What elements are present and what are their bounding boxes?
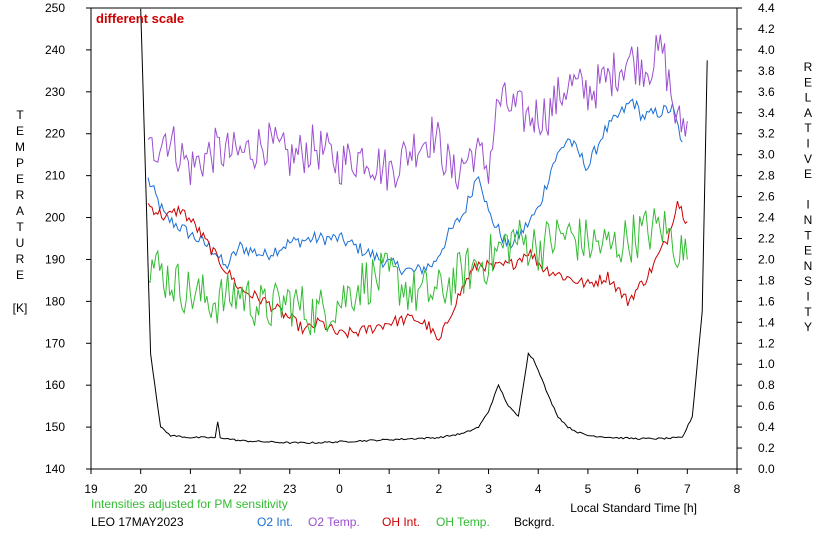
right-tick-label: 3.4 [758, 106, 775, 120]
series-line-bckgrd [140, 8, 708, 445]
right-tick-label: 2.0 [758, 252, 775, 266]
right-axis-title-letter: L [805, 91, 812, 105]
legend-item: OH Int. [382, 515, 420, 529]
right-axis-title-letter: N [804, 259, 813, 273]
left-tick-label: 160 [45, 378, 65, 392]
right-axis-title-letter: N [804, 213, 813, 227]
x-tick-label: 23 [283, 482, 297, 496]
x-tick-label: 6 [634, 482, 641, 496]
right-tick-label: 0.4 [758, 420, 775, 434]
legend: O2 Int. O2 Temp. OH Int. OH Temp. Bckgrd. [257, 515, 555, 529]
x-tick-label: 8 [734, 482, 741, 496]
series-line-o2-temp [147, 34, 688, 191]
left-tick-label: 250 [45, 1, 65, 15]
left-tick-label: 150 [45, 420, 65, 434]
right-axis-title-letter: T [804, 228, 812, 242]
left-tick-label: 180 [45, 294, 65, 308]
right-tick-label: 3.2 [758, 127, 775, 141]
left-axis-title-letter: T [16, 220, 24, 234]
left-axis-title-letter: M [15, 140, 25, 154]
x-tick-label: 5 [585, 482, 592, 496]
left-tick-label: 220 [45, 127, 65, 141]
left-tick-label: 210 [45, 169, 65, 183]
right-tick-label: 2.6 [758, 190, 775, 204]
right-tick-label: 0.6 [758, 399, 775, 413]
right-tick-label: 2.8 [758, 169, 775, 183]
x-tick-label: 2 [436, 482, 443, 496]
right-axis-title-letter: A [804, 106, 812, 120]
legend-item: O2 Temp. [308, 515, 360, 529]
right-axis-title-letter: E [804, 167, 812, 181]
right-tick-label: 0.2 [758, 441, 775, 455]
x-tick-label: 20 [134, 482, 148, 496]
right-tick-label: 1.8 [758, 273, 775, 287]
series-line-oh-temp [147, 208, 688, 336]
right-tick-label: 2.2 [758, 232, 775, 246]
right-axis-title-letter: T [804, 121, 812, 135]
right-tick-label: 3.8 [758, 64, 775, 78]
left-tick-label: 190 [45, 252, 65, 266]
left-tick-label: 240 [45, 43, 65, 57]
left-tick-label: 140 [45, 462, 65, 476]
left-axis-title-letter: A [16, 204, 24, 218]
footer-station-date: LEO 17MAY2023 [91, 515, 184, 529]
legend-item: O2 Int. [257, 515, 293, 529]
series-layer [140, 8, 708, 445]
scale-note: different scale [96, 11, 184, 26]
x-tick-label: 3 [485, 482, 492, 496]
right-tick-label: 1.6 [758, 294, 775, 308]
right-axis-title-letter: S [804, 274, 812, 288]
right-tick-label: 2.4 [758, 211, 775, 225]
left-axis-title-letter: E [16, 172, 24, 186]
footer-adjust-note: Intensities adjusted for PM sensitivity [91, 497, 288, 511]
right-axis-title-letter: E [804, 75, 812, 89]
legend-item: OH Temp. [436, 515, 490, 529]
right-axis-title-letter: E [804, 244, 812, 258]
right-tick-label: 4.4 [758, 1, 775, 15]
right-tick-label: 4.2 [758, 22, 775, 36]
left-tick-label: 170 [45, 336, 65, 350]
right-axis-title-letter: I [806, 198, 809, 212]
x-tick-label: 19 [84, 482, 98, 496]
left-axis-unit: [K] [13, 301, 28, 315]
series-line-oh-int [147, 200, 688, 341]
right-axis-title-letter: R [804, 60, 813, 74]
left-axis-title-letter: T [16, 108, 24, 122]
x-axis-label: Local Standard Time [h] [570, 501, 697, 515]
left-axis-title-letter: U [16, 236, 25, 250]
right-tick-label: 1.2 [758, 336, 775, 350]
right-tick-label: 4.0 [758, 43, 775, 57]
right-tick-label: 1.0 [758, 357, 775, 371]
x-tick-label: 4 [535, 482, 542, 496]
axes-layer: 1401501601701801902002102202302402500.00… [15, 1, 813, 496]
right-tick-label: 3.6 [758, 85, 775, 99]
x-tick-label: 1 [386, 482, 393, 496]
x-tick-label: 0 [336, 482, 343, 496]
right-tick-label: 0.8 [758, 378, 775, 392]
x-tick-label: 7 [684, 482, 691, 496]
left-axis-title-letter: P [16, 156, 24, 170]
right-axis-title-letter: T [804, 305, 812, 319]
right-tick-label: 0.0 [758, 462, 775, 476]
left-tick-label: 200 [45, 211, 65, 225]
legend-item: Bckgrd. [514, 515, 555, 529]
left-axis-title-letter: E [16, 124, 24, 138]
right-tick-label: 1.4 [758, 315, 775, 329]
right-axis-title-letter: I [806, 290, 809, 304]
left-axis-title-letter: R [16, 188, 25, 202]
right-axis-title-letter: Y [804, 320, 812, 334]
series-line-o2-int [147, 98, 683, 276]
right-axis-title-letter: V [804, 152, 812, 166]
left-tick-label: 230 [45, 85, 65, 99]
x-tick-label: 21 [184, 482, 198, 496]
left-axis-title-letter: R [16, 252, 25, 266]
left-axis-title-letter: E [16, 268, 24, 282]
right-axis-title-letter: I [806, 137, 809, 151]
right-tick-label: 3.0 [758, 148, 775, 162]
x-tick-label: 22 [233, 482, 247, 496]
